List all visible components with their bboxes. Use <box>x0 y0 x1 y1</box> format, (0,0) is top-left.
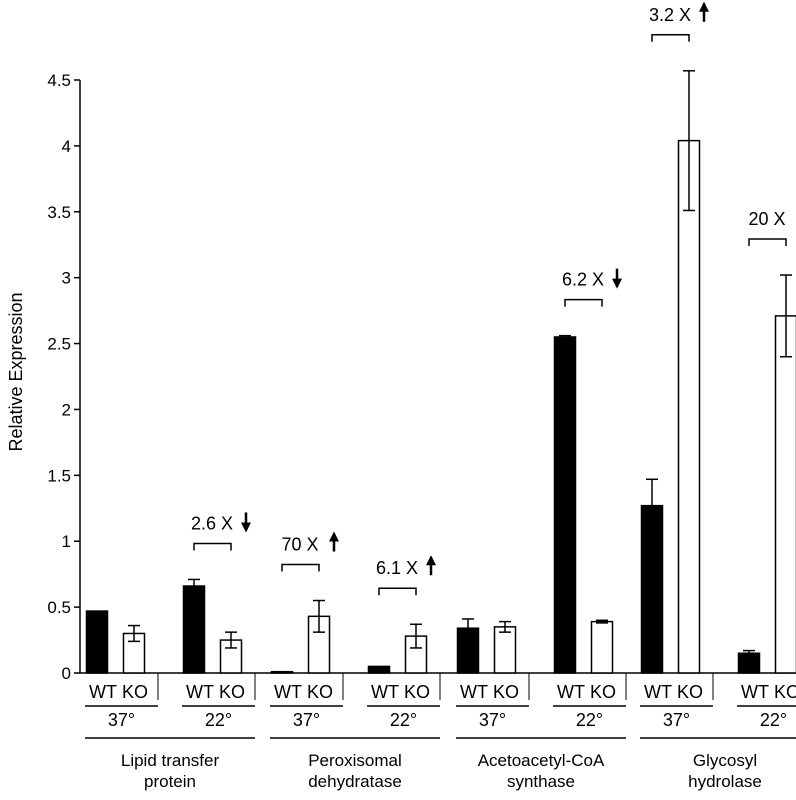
fold-change-label: 6.1 X <box>376 558 418 578</box>
group-label: dehydratase <box>308 772 402 791</box>
bar-wt <box>270 670 294 674</box>
y-tick-label: 3 <box>62 269 71 288</box>
bar-wt <box>553 336 577 674</box>
fold-change-label: 20 X <box>748 209 785 229</box>
group-label: Glycosyl <box>693 751 757 770</box>
y-tick-label: 2 <box>62 400 71 419</box>
significance-bracket <box>564 298 603 307</box>
temperature-label: 22° <box>390 710 417 730</box>
group-label: synthase <box>507 772 575 791</box>
significance-bracket <box>651 34 690 42</box>
genotype-label: KO <box>774 682 796 702</box>
y-tick-label: 0 <box>62 664 71 683</box>
genotype-label: KO <box>219 682 245 702</box>
genotype-label: WT <box>274 682 302 702</box>
group-label: hydrolase <box>688 772 762 791</box>
genotype-label: WT <box>89 682 117 702</box>
temperature-label: 37° <box>108 710 135 730</box>
bars <box>85 70 796 674</box>
arrow-down-icon <box>612 278 622 289</box>
temperature-label: 37° <box>293 710 320 730</box>
bar-ko <box>774 315 796 674</box>
genotype-label: KO <box>677 682 703 702</box>
bar-wt <box>367 665 391 674</box>
bar-ko <box>677 139 701 674</box>
arrow-down-icon <box>241 522 251 533</box>
genotype-label: WT <box>741 682 769 702</box>
group-label: Acetoacetyl-CoA <box>478 751 605 770</box>
arrow-up-icon <box>426 555 436 566</box>
temperature-label: 22° <box>205 710 232 730</box>
bar-ko <box>590 620 614 674</box>
significance-bracket <box>193 542 232 551</box>
significance-bracket <box>748 238 787 247</box>
y-tick-label: 1.5 <box>47 466 71 485</box>
y-tick-label: 4 <box>62 137 71 156</box>
temperature-label: 22° <box>576 710 603 730</box>
y-tick-label: 2.5 <box>47 335 71 354</box>
temperature-label: 37° <box>479 710 506 730</box>
temperature-label: 37° <box>663 710 690 730</box>
arrow-up-icon <box>699 1 709 12</box>
y-tick-label: 3.5 <box>47 203 71 222</box>
genotype-label: KO <box>122 682 148 702</box>
fold-change-label: 3.2 X <box>649 5 691 25</box>
y-tick-label: 1 <box>62 532 71 551</box>
bar-ko <box>493 626 517 674</box>
bar-wt <box>182 585 206 674</box>
y-tick-label: 4.5 <box>47 71 71 90</box>
bar-wt <box>85 610 109 674</box>
genotype-label: KO <box>404 682 430 702</box>
temperature-label: 22° <box>760 710 787 730</box>
significance-bracket <box>281 563 320 572</box>
group-label: Peroxisomal <box>308 751 402 770</box>
fold-change-annotations: 2.6 X 70 X 6.1 X 6.2 X 3.2 X 20 X <box>191 1 787 596</box>
genotype-label: KO <box>590 682 616 702</box>
fold-change-label: 70 X <box>281 535 318 555</box>
fold-change-label: 2.6 X <box>191 513 233 533</box>
genotype-label: KO <box>307 682 333 702</box>
genotype-label: WT <box>186 682 214 702</box>
fold-change-label: 6.2 X <box>562 270 604 290</box>
y-axis-label: Relative Expression <box>6 292 26 451</box>
genotype-label: KO <box>493 682 519 702</box>
significance-bracket <box>378 587 417 596</box>
genotype-label: WT <box>644 682 672 702</box>
group-label: protein <box>144 772 196 791</box>
genotype-label: WT <box>557 682 585 702</box>
arrow-up-icon <box>329 531 339 542</box>
y-tick-label: 0.5 <box>47 598 71 617</box>
genotype-label: WT <box>371 682 399 702</box>
genotype-label: WT <box>460 682 488 702</box>
group-label: Lipid transfer <box>121 751 220 770</box>
